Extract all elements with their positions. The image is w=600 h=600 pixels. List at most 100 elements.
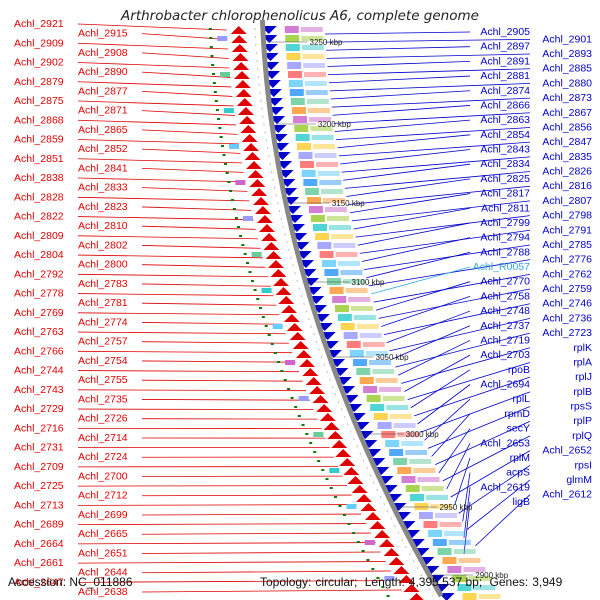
- left-gene-label[interactable]: Achl_2724: [78, 451, 128, 463]
- left-gene-label[interactable]: Achl_2729: [14, 403, 64, 415]
- right-gene-label[interactable]: Achl_2811: [481, 202, 530, 214]
- left-gene-label[interactable]: Achl_2651: [78, 547, 128, 559]
- left-gene-label[interactable]: Achl_2902: [14, 57, 64, 69]
- left-gene-label[interactable]: Achl_2712: [78, 490, 128, 502]
- right-gene-label[interactable]: Achl_2880: [542, 77, 592, 89]
- left-gene-label[interactable]: Achl_2661: [14, 557, 64, 569]
- right-gene-label[interactable]: Achl_2759: [542, 283, 592, 295]
- left-gene-label[interactable]: Achl_2754: [78, 355, 128, 367]
- right-gene-label[interactable]: Achl_2867: [542, 107, 592, 119]
- right-gene-label[interactable]: Achl_2854: [480, 129, 530, 141]
- right-gene-label[interactable]: ligB: [512, 496, 530, 508]
- left-gene-label[interactable]: Achl_2774: [78, 316, 128, 328]
- right-gene-label[interactable]: Achl_2794: [480, 232, 530, 244]
- right-gene-label[interactable]: rplJ: [575, 371, 592, 383]
- right-gene-label[interactable]: rplL: [512, 393, 530, 405]
- right-gene-label[interactable]: Achl_2834: [480, 158, 530, 170]
- left-gene-label[interactable]: Achl_2804: [14, 249, 64, 261]
- right-gene-label[interactable]: Achl_2901: [542, 33, 592, 45]
- right-gene-label[interactable]: rplK: [573, 342, 592, 354]
- left-gene-label[interactable]: Achl_2644: [78, 567, 128, 579]
- left-gene-label[interactable]: Achl_2852: [78, 143, 128, 155]
- right-gene-label[interactable]: Achl_2762: [542, 268, 592, 280]
- right-gene-label[interactable]: Achl_2788: [480, 246, 530, 258]
- left-gene-label[interactable]: Achl_2725: [14, 480, 64, 492]
- left-gene-label[interactable]: Achl_2664: [14, 538, 64, 550]
- left-gene-label[interactable]: Achl_2731: [14, 442, 64, 454]
- right-gene-label[interactable]: rpsS: [570, 401, 592, 413]
- left-gene-label[interactable]: Achl_2879: [14, 76, 64, 88]
- right-gene-label[interactable]: Achl_2736: [542, 312, 592, 324]
- right-gene-label[interactable]: Achl_2843: [480, 144, 530, 156]
- left-gene-label[interactable]: Achl_2890: [78, 66, 128, 78]
- left-gene-label[interactable]: Achl_2838: [14, 172, 64, 184]
- right-gene-label[interactable]: Achl_2723: [542, 327, 592, 339]
- right-gene-label[interactable]: Achl_2825: [480, 173, 530, 185]
- left-gene-label[interactable]: Achl_2713: [14, 499, 64, 511]
- right-gene-label[interactable]: Achl_2891: [480, 55, 530, 67]
- right-gene-label[interactable]: Achl_2758: [480, 290, 530, 302]
- left-gene-label[interactable]: Achl_2665: [78, 528, 128, 540]
- right-gene-label[interactable]: acpS: [506, 467, 530, 479]
- left-gene-label[interactable]: Achl_2823: [78, 201, 128, 213]
- right-gene-label[interactable]: Achl_2746: [542, 298, 592, 310]
- right-gene-label[interactable]: Achl_2737: [480, 320, 530, 332]
- right-gene-label[interactable]: Achl_2873: [542, 92, 592, 104]
- left-gene-label[interactable]: Achl_2802: [78, 239, 128, 251]
- left-gene-label[interactable]: Achl_2638: [78, 586, 128, 598]
- right-gene-label[interactable]: Achl_2885: [542, 63, 592, 75]
- right-gene-label[interactable]: Achl_2703: [480, 349, 530, 361]
- right-gene-label[interactable]: Achl_2719: [480, 334, 530, 346]
- right-gene-label[interactable]: Achl_2881: [480, 70, 530, 82]
- left-gene-label[interactable]: Achl_2783: [78, 278, 128, 290]
- left-gene-label[interactable]: Achl_2766: [14, 345, 64, 357]
- left-gene-label[interactable]: Achl_2841: [78, 162, 128, 174]
- left-gene-label[interactable]: Achl_2800: [78, 259, 128, 271]
- left-gene-label[interactable]: Achl_2716: [14, 422, 64, 434]
- right-gene-label[interactable]: Achl_2770: [480, 276, 530, 288]
- left-gene-label[interactable]: Achl_2851: [14, 153, 64, 165]
- right-gene-label[interactable]: glmM: [566, 474, 592, 486]
- left-gene-label[interactable]: Achl_2744: [14, 365, 64, 377]
- right-gene-label[interactable]: Achl_2897: [480, 41, 530, 53]
- left-gene-label[interactable]: Achl_2743: [14, 384, 64, 396]
- left-gene-label[interactable]: Achl_2909: [14, 37, 64, 49]
- right-gene-label[interactable]: rpsI: [574, 459, 592, 471]
- right-gene-label[interactable]: rplQ: [572, 430, 592, 442]
- left-gene-label[interactable]: Achl_2689: [14, 519, 64, 531]
- right-gene-label[interactable]: Achl_2785: [542, 239, 592, 251]
- left-gene-label[interactable]: Achl_2809: [14, 230, 64, 242]
- left-gene-label[interactable]: Achl_2915: [78, 28, 128, 40]
- left-gene-label[interactable]: Achl_2714: [78, 432, 128, 444]
- left-gene-label[interactable]: Achl_2709: [14, 461, 64, 473]
- left-gene-label[interactable]: Achl_2778: [14, 288, 64, 300]
- left-gene-label[interactable]: Achl_2726: [78, 413, 128, 425]
- left-gene-label[interactable]: Achl_2859: [14, 134, 64, 146]
- left-gene-label[interactable]: Achl_2755: [78, 374, 128, 386]
- left-gene-label[interactable]: Achl_2921: [14, 18, 64, 30]
- left-gene-label[interactable]: Achl_2781: [78, 297, 128, 309]
- right-gene-label[interactable]: Achl_2905: [480, 26, 530, 38]
- left-gene-label[interactable]: Achl_2699: [78, 509, 128, 521]
- left-gene-label[interactable]: Achl_2763: [14, 326, 64, 338]
- right-gene-label[interactable]: Achl_2817: [480, 188, 530, 200]
- right-gene-label[interactable]: Achl_2816: [542, 180, 592, 192]
- left-gene-label[interactable]: Achl_2647: [14, 576, 64, 588]
- right-gene-label[interactable]: Achl_2748: [480, 305, 530, 317]
- left-gene-label[interactable]: Achl_2865: [78, 124, 128, 136]
- right-gene-label[interactable]: Achl_2807: [542, 195, 592, 207]
- right-gene-label[interactable]: rplB: [573, 386, 592, 398]
- right-gene-label[interactable]: rplA: [573, 356, 592, 368]
- right-gene-label[interactable]: Achl_2798: [542, 210, 592, 222]
- left-gene-label[interactable]: Achl_2871: [78, 105, 128, 117]
- left-gene-label[interactable]: Achl_2877: [78, 85, 128, 97]
- right-gene-label[interactable]: Achl_2874: [480, 85, 530, 97]
- right-gene-label[interactable]: secY: [507, 423, 530, 435]
- right-gene-label[interactable]: Achl_2791: [542, 224, 592, 236]
- right-gene-label[interactable]: rplM: [510, 452, 530, 464]
- right-gene-label[interactable]: Achl_2799: [480, 217, 530, 229]
- left-gene-label[interactable]: Achl_2822: [14, 211, 64, 223]
- left-gene-label[interactable]: Achl_2828: [14, 191, 64, 203]
- left-gene-label[interactable]: Achl_2875: [14, 95, 64, 107]
- left-gene-label[interactable]: Achl_2735: [78, 393, 128, 405]
